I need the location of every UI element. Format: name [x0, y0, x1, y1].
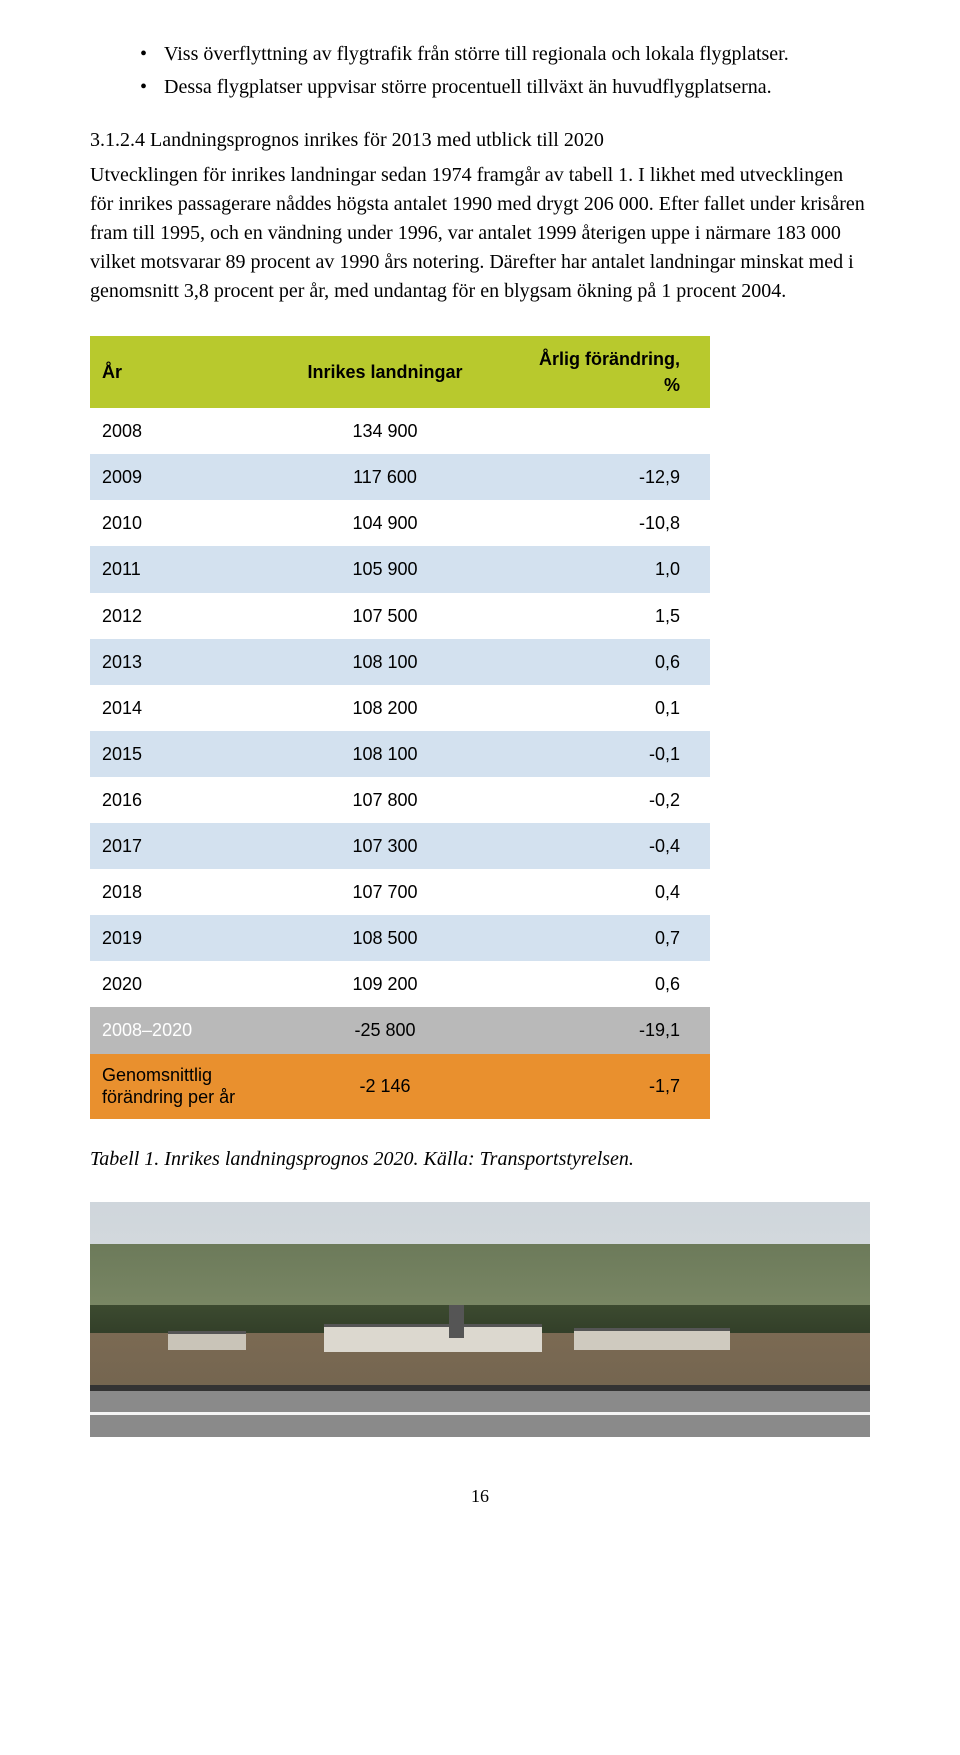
table-row: 2018107 7000,4 — [90, 869, 710, 915]
table-cell: 0,6 — [510, 639, 710, 685]
table-cell: 107 300 — [260, 823, 510, 869]
table-footer-row: 2008–2020-25 800-19,1 — [90, 1007, 710, 1053]
table-cell: Genomsnittlig förändring per år — [90, 1054, 260, 1119]
table-header-row: ÅrInrikes landningarÅrlig förändring, % — [90, 336, 710, 408]
body-paragraph: Utvecklingen för inrikes landningar seda… — [90, 161, 870, 306]
table-cell — [510, 408, 710, 454]
table-cell: -0,4 — [510, 823, 710, 869]
table-cell: -12,9 — [510, 454, 710, 500]
table-cell: 0,1 — [510, 685, 710, 731]
table-cell: 108 100 — [260, 731, 510, 777]
table-footer-row: Genomsnittlig förändring per år-2 146-1,… — [90, 1054, 710, 1119]
table-row: 2012107 5001,5 — [90, 593, 710, 639]
table-cell: 2011 — [90, 546, 260, 592]
table-header-cell: År — [90, 336, 260, 408]
table-cell: 105 900 — [260, 546, 510, 592]
table-cell: 2014 — [90, 685, 260, 731]
section-heading: 3.1.2.4 Landningsprognos inrikes för 201… — [90, 126, 870, 155]
table-row: 2008134 900 — [90, 408, 710, 454]
table-row: 2013108 1000,6 — [90, 639, 710, 685]
table-cell: 0,6 — [510, 961, 710, 1007]
table-row: 2014108 2000,1 — [90, 685, 710, 731]
table-cell: 2010 — [90, 500, 260, 546]
airport-photo — [90, 1202, 870, 1437]
table-header-cell: Årlig förändring, % — [510, 336, 710, 408]
table-cell: 2009 — [90, 454, 260, 500]
table-cell: 2013 — [90, 639, 260, 685]
table-cell: 107 800 — [260, 777, 510, 823]
table-cell: -0,2 — [510, 777, 710, 823]
table-cell: 0,7 — [510, 915, 710, 961]
table-row: 2016107 800-0,2 — [90, 777, 710, 823]
table-cell: 2015 — [90, 731, 260, 777]
table-cell: 2017 — [90, 823, 260, 869]
table-cell: 117 600 — [260, 454, 510, 500]
table-cell: 2019 — [90, 915, 260, 961]
table-cell: 2008–2020 — [90, 1007, 260, 1053]
table-cell: -2 146 — [260, 1054, 510, 1119]
table-cell: 2012 — [90, 593, 260, 639]
table-cell: 1,0 — [510, 546, 710, 592]
bullet-item: Dessa flygplatser uppvisar större procen… — [140, 73, 870, 102]
table-cell: 2016 — [90, 777, 260, 823]
bullet-list: Viss överflyttning av flygtrafik från st… — [140, 40, 870, 102]
table-cell: -10,8 — [510, 500, 710, 546]
table-row: 2010104 900-10,8 — [90, 500, 710, 546]
table-cell: 108 500 — [260, 915, 510, 961]
table-cell: 2008 — [90, 408, 260, 454]
table-header-cell: Inrikes landningar — [260, 336, 510, 408]
table-cell: 0,4 — [510, 869, 710, 915]
table-cell: 104 900 — [260, 500, 510, 546]
table-caption: Tabell 1. Inrikes landningsprognos 2020.… — [90, 1145, 870, 1174]
table-cell: 107 700 — [260, 869, 510, 915]
table-cell: 108 100 — [260, 639, 510, 685]
bullet-item: Viss överflyttning av flygtrafik från st… — [140, 40, 870, 69]
table-cell: 109 200 — [260, 961, 510, 1007]
table-cell: 108 200 — [260, 685, 510, 731]
table-row: 2009117 600-12,9 — [90, 454, 710, 500]
table-row: 2015108 100-0,1 — [90, 731, 710, 777]
table-cell: 107 500 — [260, 593, 510, 639]
table-cell: 1,5 — [510, 593, 710, 639]
page-number: 16 — [90, 1483, 870, 1509]
table-cell: 2020 — [90, 961, 260, 1007]
table-cell: 2018 — [90, 869, 260, 915]
table-cell: -19,1 — [510, 1007, 710, 1053]
table-row: 2019108 5000,7 — [90, 915, 710, 961]
table-row: 2011105 9001,0 — [90, 546, 710, 592]
landings-table: ÅrInrikes landningarÅrlig förändring, % … — [90, 336, 710, 1119]
table-cell: -1,7 — [510, 1054, 710, 1119]
table-row: 2020109 2000,6 — [90, 961, 710, 1007]
landings-table-container: ÅrInrikes landningarÅrlig förändring, % … — [90, 336, 870, 1119]
table-cell: 134 900 — [260, 408, 510, 454]
table-cell: -0,1 — [510, 731, 710, 777]
table-cell: -25 800 — [260, 1007, 510, 1053]
table-row: 2017107 300-0,4 — [90, 823, 710, 869]
